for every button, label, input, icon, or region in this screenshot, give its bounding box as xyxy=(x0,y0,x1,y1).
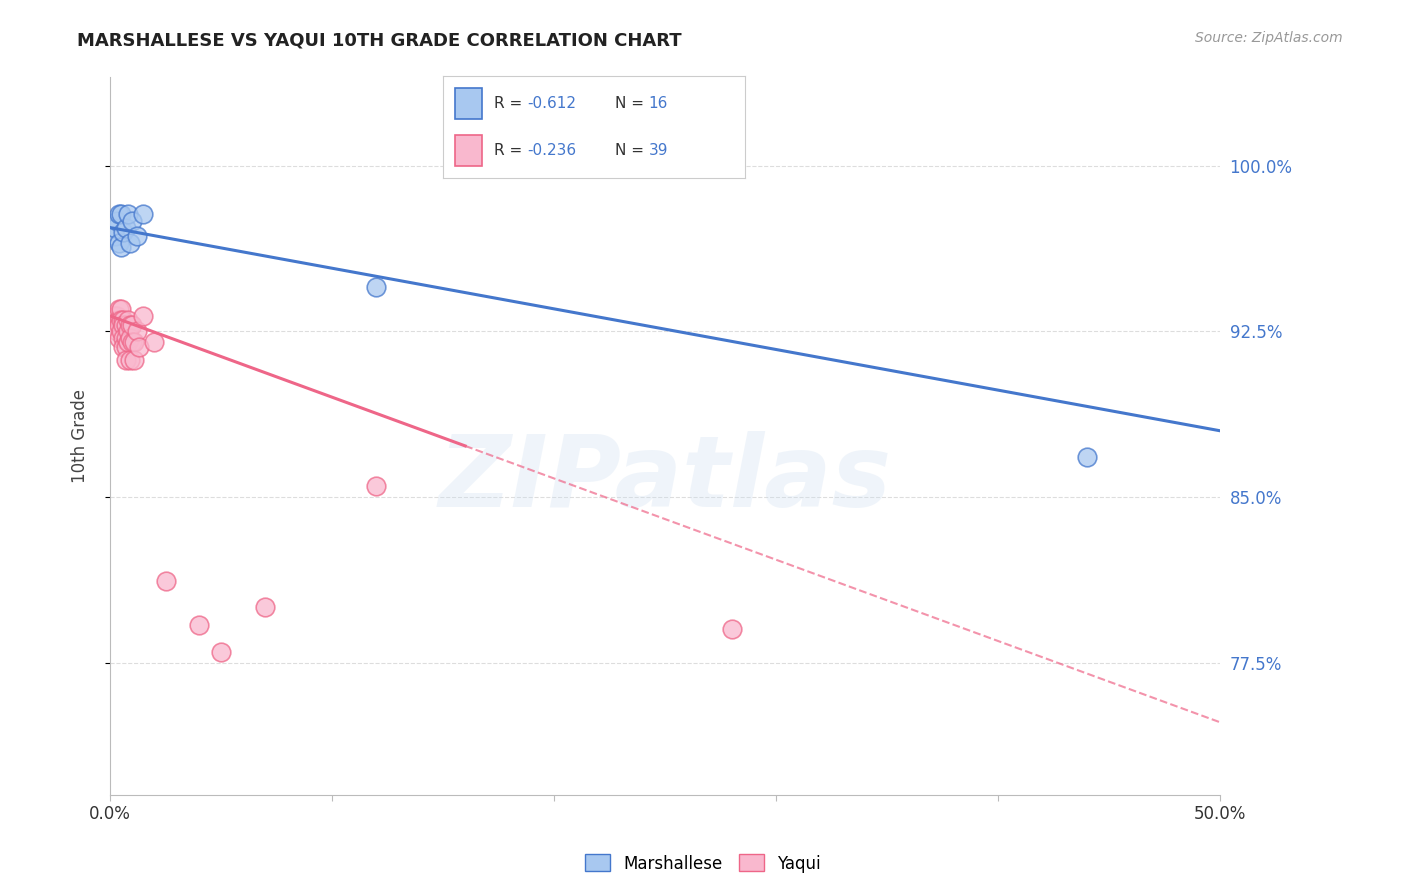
Point xyxy=(720,623,742,637)
Point xyxy=(254,600,277,615)
Point xyxy=(105,309,128,323)
Text: R =: R = xyxy=(495,144,527,158)
Point xyxy=(124,353,146,368)
Text: MARSHALLESE VS YAQUI 10TH GRADE CORRELATION CHART: MARSHALLESE VS YAQUI 10TH GRADE CORRELAT… xyxy=(77,31,682,49)
Text: N =: N = xyxy=(616,96,650,111)
Point xyxy=(110,313,132,327)
Point xyxy=(118,353,141,368)
Point xyxy=(108,318,131,332)
Point xyxy=(143,335,166,350)
Point xyxy=(110,302,132,317)
Point xyxy=(110,240,132,254)
Point xyxy=(114,220,136,235)
Point xyxy=(114,353,136,368)
Point xyxy=(209,644,232,658)
Point xyxy=(108,302,131,317)
Point xyxy=(110,207,132,221)
Point xyxy=(103,229,125,244)
Text: 39: 39 xyxy=(648,144,668,158)
Point xyxy=(112,318,135,332)
Point xyxy=(132,309,155,323)
Point xyxy=(112,340,135,354)
Point xyxy=(103,309,125,323)
Text: ZIPatlas: ZIPatlas xyxy=(439,431,891,528)
Point xyxy=(121,214,143,228)
Point xyxy=(155,574,177,588)
Text: R =: R = xyxy=(495,96,527,111)
Point xyxy=(121,335,143,350)
Point xyxy=(110,324,132,338)
Point xyxy=(105,318,128,332)
FancyBboxPatch shape xyxy=(456,136,482,166)
Point xyxy=(121,318,143,332)
Point xyxy=(118,318,141,332)
Text: -0.236: -0.236 xyxy=(527,144,576,158)
Point xyxy=(105,324,128,338)
Point xyxy=(105,214,128,228)
Text: Source: ZipAtlas.com: Source: ZipAtlas.com xyxy=(1195,31,1343,45)
Point xyxy=(366,280,388,294)
Point xyxy=(132,207,155,221)
Point xyxy=(118,235,141,250)
FancyBboxPatch shape xyxy=(456,88,482,119)
Point xyxy=(187,618,209,632)
Point xyxy=(117,324,139,338)
Point xyxy=(125,229,148,244)
Point xyxy=(108,331,131,345)
Point xyxy=(117,313,139,327)
Text: -0.612: -0.612 xyxy=(527,96,576,111)
Point xyxy=(124,335,146,350)
Point xyxy=(117,335,139,350)
Point xyxy=(108,313,131,327)
Point xyxy=(112,225,135,239)
Text: N =: N = xyxy=(616,144,650,158)
Point xyxy=(114,318,136,332)
Point xyxy=(112,331,135,345)
Point xyxy=(114,331,136,345)
Point xyxy=(118,331,141,345)
Point xyxy=(114,340,136,354)
Point xyxy=(112,313,135,327)
Point xyxy=(103,220,125,235)
Point xyxy=(128,340,150,354)
Point xyxy=(117,207,139,221)
Legend: Marshallese, Yaqui: Marshallese, Yaqui xyxy=(578,847,828,880)
Y-axis label: 10th Grade: 10th Grade xyxy=(72,389,89,483)
Point xyxy=(125,324,148,338)
Point xyxy=(108,207,131,221)
Point xyxy=(108,235,131,250)
Point xyxy=(1076,450,1098,465)
Point xyxy=(366,479,388,493)
Text: 16: 16 xyxy=(648,96,668,111)
